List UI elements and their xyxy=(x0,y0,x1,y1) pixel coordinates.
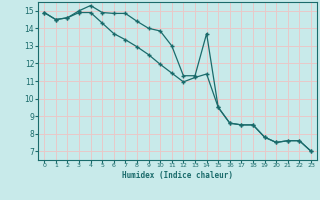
X-axis label: Humidex (Indice chaleur): Humidex (Indice chaleur) xyxy=(122,171,233,180)
